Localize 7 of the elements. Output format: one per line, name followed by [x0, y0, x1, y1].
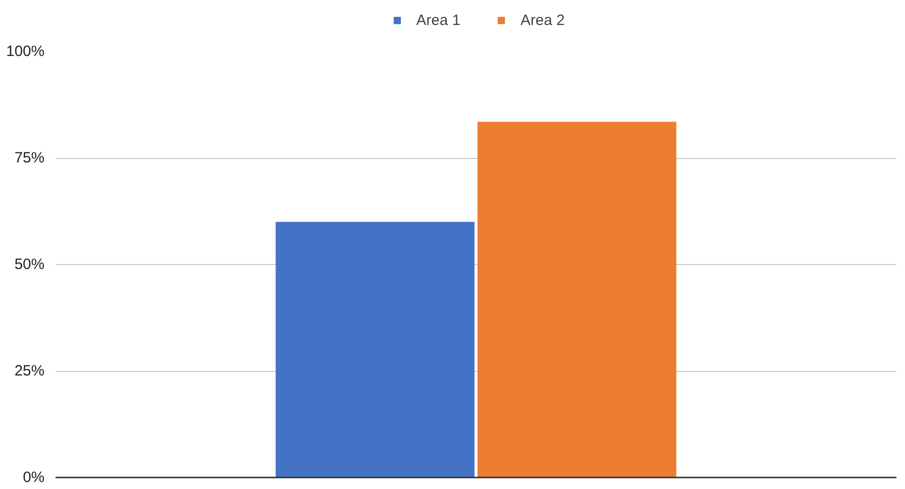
y-tick-label: 25% [14, 362, 45, 380]
y-tick-label: 75% [14, 150, 45, 166]
y-tick-label: 0% [22, 469, 45, 486]
y-tick-label: 50% [14, 256, 45, 273]
legend-label: Area 1 [416, 12, 460, 28]
y-tick-label: 100% [6, 43, 45, 60]
legend-label: Area 2 [520, 12, 565, 28]
